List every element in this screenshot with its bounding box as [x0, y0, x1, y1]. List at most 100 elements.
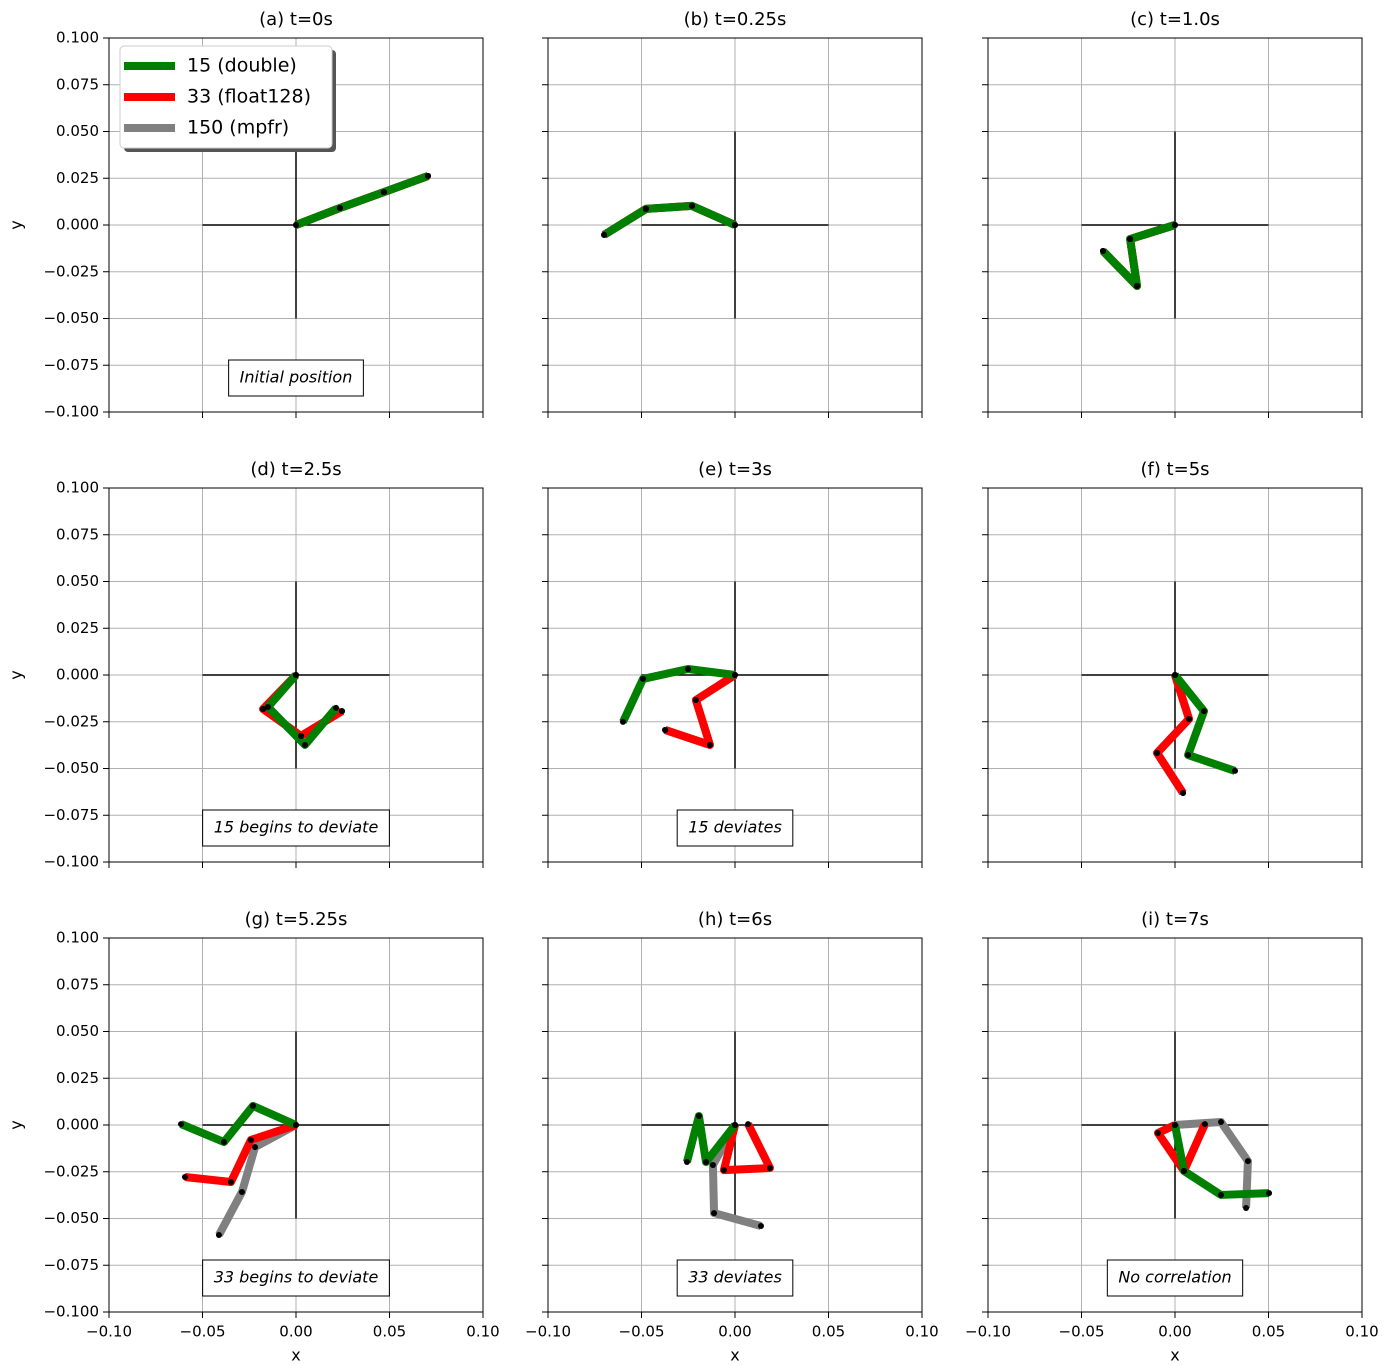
pendulum-line	[1174, 1118, 1252, 1209]
subplot-title: (h) t=6s	[698, 909, 772, 930]
y-tick-label: 0.000	[56, 1116, 99, 1134]
x-tick-label: −0.10	[86, 1323, 132, 1341]
pendulum-mass	[380, 189, 387, 196]
y-tick-label: 0.050	[56, 122, 99, 140]
y-axis-label: y	[7, 670, 26, 679]
subplot: (h) t=6s −0.10 −0.05 0.00 0.05 0.10 x 33 deviat…	[525, 909, 939, 1365]
pendulum-line	[1153, 1121, 1209, 1176]
pendulum-line	[259, 672, 345, 740]
subplot-title: (i) t=7s	[1141, 909, 1209, 930]
pendulum-mass	[642, 205, 649, 212]
pendulum-mass	[1218, 1119, 1225, 1126]
x-tick-label: 0.10	[905, 1323, 938, 1341]
subplot-title: (b) t=0.25s	[684, 9, 787, 30]
pendulum-mass	[745, 1121, 752, 1128]
subplot: (d) t=2.5s −0.100 −0.075 −0.050 −0.025 0.000 0…	[7, 459, 484, 871]
y-axis-label: y	[7, 220, 26, 229]
plot-frame	[547, 37, 923, 413]
y-tick-label: −0.075	[43, 356, 99, 374]
y-tick-label: 0.100	[56, 929, 99, 947]
pendulum-line	[263, 672, 340, 749]
y-tick-label: 0.075	[56, 525, 99, 543]
plot-frame	[987, 37, 1363, 413]
pendulum-mass	[293, 222, 299, 228]
pendulum-line	[215, 1121, 298, 1237]
annotation: 33 begins to deviate	[214, 1268, 379, 1287]
pendulum-mass	[238, 1188, 245, 1195]
y-tick-label: −0.075	[43, 806, 99, 824]
x-tick-label: −0.10	[965, 1323, 1011, 1341]
annotation-box	[1106, 1259, 1244, 1297]
subplot-title: (c) t=1.0s	[1130, 9, 1220, 30]
y-tick-label: −0.100	[43, 1303, 99, 1321]
subplot: (c) t=1.0s	[982, 9, 1363, 418]
pendulum-mass	[662, 726, 669, 733]
y-tick-label: −0.025	[43, 262, 99, 280]
y-tick-label: 0.075	[56, 75, 99, 93]
pendulum-mass	[639, 675, 646, 682]
annotation-box	[676, 1259, 794, 1297]
pendulum-mass	[249, 1102, 256, 1109]
pendulum-line	[294, 172, 430, 229]
plot-frame	[987, 487, 1363, 863]
pendulum-mass	[1172, 222, 1178, 228]
y-tick-label: −0.050	[43, 759, 99, 777]
plot-frame	[108, 937, 484, 1313]
pendulum-mass	[732, 672, 738, 678]
pendulum-mass	[215, 1231, 222, 1238]
y-tick-label: 0.050	[56, 1022, 99, 1040]
subplot: (b) t=0.25s	[542, 9, 923, 418]
annotation: Initial position	[240, 368, 353, 387]
subplot: (i) t=7s −0.10 −0.05 0.00 0.05 0.10 x No correl…	[965, 909, 1379, 1365]
pendulum-mass	[757, 1222, 764, 1229]
x-tick-label: −0.05	[1059, 1323, 1105, 1341]
plot-frame	[108, 37, 484, 413]
pendulum-mass	[1266, 1190, 1273, 1197]
pendulum-mass	[1154, 749, 1161, 756]
pendulum-mass	[711, 1210, 718, 1217]
pendulum-line	[1171, 1124, 1270, 1199]
pendulum-mass	[703, 1159, 710, 1166]
pendulum-mass	[298, 732, 305, 739]
subplot-title: (a) t=0s	[259, 9, 333, 30]
y-tick-label: −0.075	[43, 1256, 99, 1274]
subplot: (f) t=5s	[982, 459, 1363, 868]
x-tick-label: 0.00	[718, 1323, 751, 1341]
pendulum-mass	[1232, 767, 1239, 774]
subplot-title: (e) t=3s	[698, 459, 772, 480]
x-tick-label: 0.05	[1252, 1323, 1285, 1341]
pendulum-mass	[264, 703, 271, 710]
pendulum-mass	[1243, 1205, 1250, 1212]
pendulum-line	[683, 1112, 739, 1167]
y-tick-label: 0.000	[56, 216, 99, 234]
pendulum-mass	[1172, 1122, 1178, 1128]
pendulum-mass	[619, 718, 626, 725]
pendulum-mass	[336, 204, 343, 211]
pendulum-mass	[1186, 715, 1193, 722]
y-tick-label: −0.025	[43, 712, 99, 730]
pendulum-mass	[1134, 282, 1141, 289]
annotation-box	[228, 359, 364, 397]
y-tick-label: 0.100	[56, 29, 99, 47]
y-tick-label: −0.050	[43, 309, 99, 327]
annotation-box	[202, 809, 390, 847]
pendulum-mass	[1185, 752, 1192, 759]
pendulum-line	[184, 1121, 298, 1187]
x-tick-label: 0.05	[373, 1323, 406, 1341]
x-axis-label: x	[1170, 1346, 1179, 1365]
x-tick-label: −0.05	[619, 1323, 665, 1341]
pendulum-mass	[709, 1162, 716, 1169]
y-tick-label: 0.025	[56, 1069, 99, 1087]
pendulum-mass	[1200, 708, 1207, 715]
pendulum-mass	[293, 1122, 299, 1128]
y-tick-label: 0.000	[56, 666, 99, 684]
pendulum-mass	[1180, 1168, 1187, 1175]
pendulum-mass	[1201, 1121, 1208, 1128]
x-tick-label: −0.10	[525, 1323, 571, 1341]
y-tick-label: −0.100	[43, 403, 99, 421]
x-tick-label: 0.00	[279, 1323, 312, 1341]
annotation-box	[676, 809, 794, 847]
subplot: (g) t=5.25s−0.100−0.075−0.050−0.0250.000…	[7, 909, 500, 1365]
x-tick-label: 0.05	[812, 1323, 845, 1341]
